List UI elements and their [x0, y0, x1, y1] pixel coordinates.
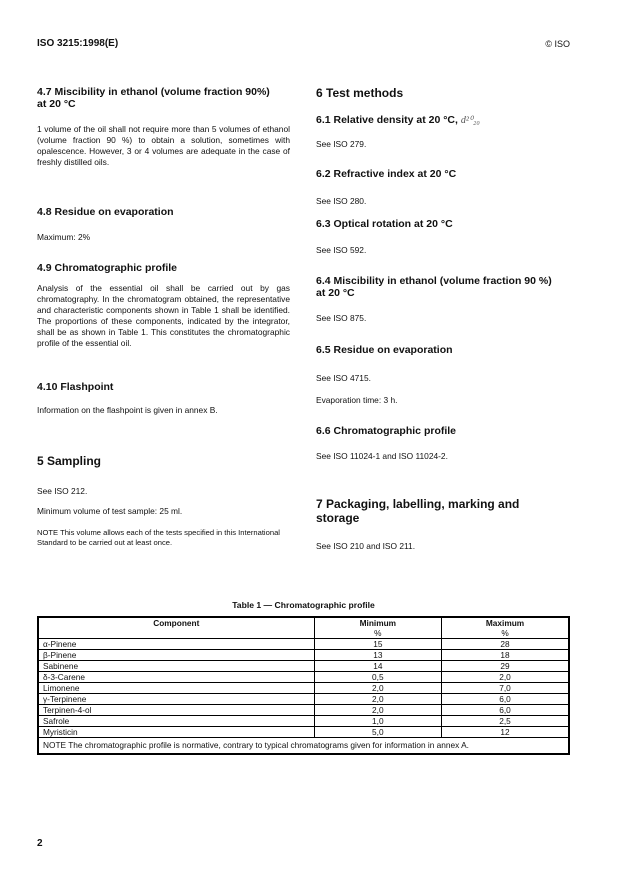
cell-maximum: 29: [441, 660, 570, 672]
heading-7: 7 Packaging, labelling, marking and stor…: [316, 497, 520, 525]
heading-6-3: 6.3 Optical rotation at 20 °C: [316, 218, 453, 230]
paragraph-5-1: See ISO 212.: [37, 486, 88, 496]
paragraph-4-7: 1 volume of the oil shall not require mo…: [37, 124, 290, 167]
heading-6-6: 6.6 Chromatographic profile: [316, 425, 457, 437]
cell-component: α-Pinene: [37, 638, 315, 650]
cell-minimum: 14: [313, 660, 443, 672]
heading-5: 5 Sampling: [37, 454, 102, 468]
cell-maximum: 12: [441, 726, 570, 738]
cell-minimum: 2,0: [313, 693, 443, 705]
heading-4-10: 4.10 Flashpoint: [37, 381, 114, 393]
cell-minimum: 0,5: [313, 671, 443, 683]
maximum-label: Maximum: [485, 618, 525, 628]
paragraph-6-3: See ISO 592.: [316, 245, 367, 255]
note-5: NOTE This volume allows each of the test…: [37, 528, 280, 547]
paragraph-5-2: Minimum volume of test sample: 25 ml.: [37, 506, 183, 516]
maximum-unit: %: [501, 628, 509, 638]
minimum-label: Minimum: [359, 618, 397, 628]
cell-component: Terpinen-4-ol: [37, 704, 315, 716]
column-header-minimum: Minimum%: [313, 616, 443, 639]
heading-6: 6 Test methods: [316, 86, 404, 100]
paragraph-6-5-1: See ISO 4715.: [316, 373, 371, 383]
density-symbol: d²⁰₂₀: [460, 115, 480, 126]
table-note: NOTE The chromatographic profile is norm…: [37, 737, 570, 755]
cell-maximum: 28: [441, 638, 570, 650]
table-row: Limonene 2,0 7,0: [37, 682, 570, 694]
cell-component: δ-3-Carene: [37, 671, 315, 683]
table-row: Terpinen-4-ol 2,0 6,0: [37, 704, 570, 716]
paragraph-4-8: Maximum: 2%: [37, 232, 91, 242]
cell-maximum: 6,0: [441, 693, 570, 705]
heading-6-5: 6.5 Residue on evaporation: [316, 344, 453, 356]
table-header-row: Component Minimum% Maximum%: [37, 616, 570, 639]
heading-4-9: 4.9 Chromatographic profile: [37, 262, 178, 274]
cell-minimum: 2,0: [313, 704, 443, 716]
cell-maximum: 2,5: [441, 715, 570, 727]
column-header-component: Component: [37, 616, 315, 639]
cell-minimum: 13: [313, 649, 443, 661]
table-row: Safrole 1,0 2,5: [37, 715, 570, 727]
table-row: α-Pinene 15 28: [37, 638, 570, 650]
cell-minimum: 2,0: [313, 682, 443, 694]
cell-maximum: 18: [441, 649, 570, 661]
table-row: β-Pinene 13 18: [37, 649, 570, 661]
paragraph-6-5-2: Evaporation time: 3 h.: [316, 395, 398, 405]
cell-maximum: 7,0: [441, 682, 570, 694]
heading-6-1: 6.1 Relative density at 20 °C, d²⁰₂₀: [316, 114, 570, 127]
table-row: δ-3-Carene 0,5 2,0: [37, 671, 570, 683]
paragraph-6-4: See ISO 875.: [316, 313, 367, 323]
cell-component: β-Pinene: [37, 649, 315, 661]
heading-6-2: 6.2 Refractive index at 20 °C: [316, 168, 457, 180]
table-note-row: NOTE The chromatographic profile is norm…: [37, 737, 570, 755]
cell-minimum: 1,0: [313, 715, 443, 727]
table-title: Table 1 — Chromatographic profile: [232, 600, 375, 610]
heading-6-1-text: 6.1 Relative density at 20 °C,: [316, 114, 461, 126]
cell-maximum: 2,0: [441, 671, 570, 683]
cell-minimum: 15: [313, 638, 443, 650]
minimum-unit: %: [374, 628, 382, 638]
paragraph-4-10: Information on the flashpoint is given i…: [37, 405, 218, 415]
page-number: 2: [37, 838, 43, 849]
heading-6-4: 6.4 Miscibility in ethanol (volume fract…: [316, 275, 552, 299]
heading-4-7: 4.7 Miscibility in ethanol (volume fract…: [37, 86, 270, 110]
cell-minimum: 5,0: [313, 726, 443, 738]
heading-4-8: 4.8 Residue on evaporation: [37, 206, 174, 218]
cell-component: γ-Terpinene: [37, 693, 315, 705]
paragraph-6-6: See ISO 11024-1 and ISO 11024-2.: [316, 451, 448, 461]
paragraph-6-1: See ISO 279.: [316, 139, 367, 149]
paragraph-7: See ISO 210 and ISO 211.: [316, 541, 416, 551]
cell-maximum: 6,0: [441, 704, 570, 716]
document-id: ISO 3215:1998(E): [37, 38, 119, 49]
cell-component: Sabinene: [37, 660, 315, 672]
cell-component: Limonene: [37, 682, 315, 694]
paragraph-4-9: Analysis of the essential oil shall be c…: [37, 283, 290, 348]
table-row: Sabinene 14 29: [37, 660, 570, 672]
chromatographic-profile-table: Component Minimum% Maximum% α-Pinene 15 28…: [37, 616, 570, 755]
cell-component: Myristicin: [37, 726, 315, 738]
table-row: Myristicin 5,0 12: [37, 726, 570, 738]
table-row: γ-Terpinene 2,0 6,0: [37, 693, 570, 705]
copyright: © ISO: [545, 39, 570, 49]
cell-component: Safrole: [37, 715, 315, 727]
paragraph-6-2: See ISO 280.: [316, 196, 367, 206]
column-header-maximum: Maximum%: [441, 616, 570, 639]
